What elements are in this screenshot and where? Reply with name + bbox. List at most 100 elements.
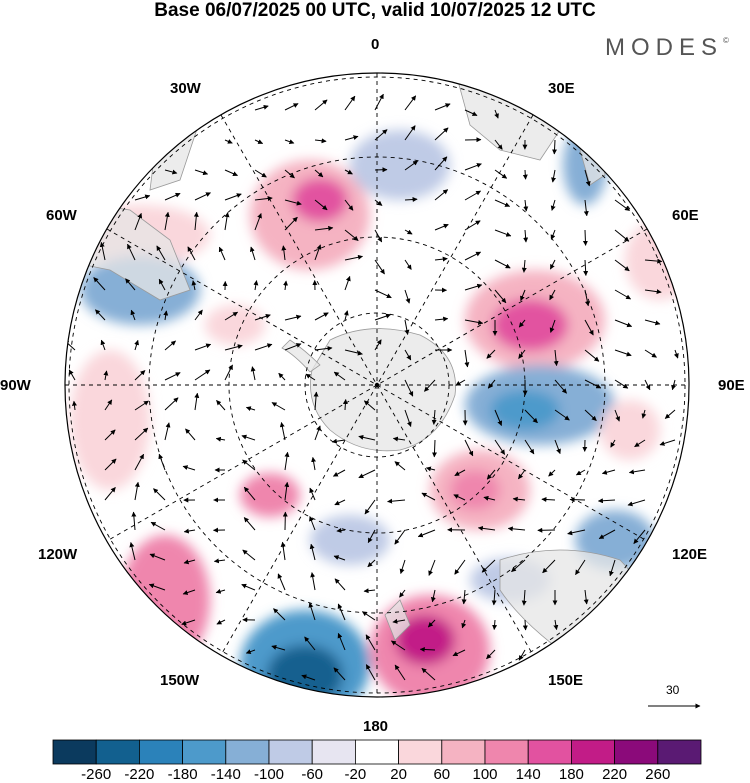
wind-vector xyxy=(365,664,376,681)
wind-vector xyxy=(541,496,556,502)
wind-vector xyxy=(394,529,406,545)
colorbar-label: 260 xyxy=(645,766,671,783)
colorbar-swatch xyxy=(95,739,140,765)
wind-vector xyxy=(582,229,588,246)
wind-vector xyxy=(553,619,559,631)
wind-vector xyxy=(344,95,356,111)
wind-vector xyxy=(494,109,499,119)
colorbar-label: 60 xyxy=(433,766,451,783)
colorbar-swatch xyxy=(311,739,356,765)
wind-vector xyxy=(194,392,200,411)
wind-vector xyxy=(254,139,264,144)
wind-vector xyxy=(464,190,482,201)
wind-vector xyxy=(344,135,359,141)
wind-vectors xyxy=(65,93,679,681)
wind-vector xyxy=(481,559,496,573)
wind-vector xyxy=(334,578,346,591)
wind-vector xyxy=(431,439,437,458)
wind-vector xyxy=(454,559,466,575)
wind-vector xyxy=(104,487,116,501)
wind-vector xyxy=(344,169,353,175)
wind-vector xyxy=(551,169,556,183)
wind-vector xyxy=(492,619,498,630)
wind-vector xyxy=(313,391,319,411)
wind-vector xyxy=(253,280,259,291)
wind-vector xyxy=(213,558,226,564)
wind-vector xyxy=(156,245,166,261)
wind-vector xyxy=(399,589,406,598)
colorbar-label: -220 xyxy=(124,766,155,783)
wind-vector xyxy=(425,466,436,472)
wind-vector xyxy=(664,409,676,419)
wind-vector xyxy=(333,667,346,681)
wind-vector xyxy=(554,439,561,455)
wind-vector xyxy=(584,289,590,307)
wind-vector xyxy=(310,572,316,591)
wind-vector xyxy=(337,603,346,621)
colorbar-swatch xyxy=(138,739,183,765)
wind-vector xyxy=(486,649,496,660)
wind-vector xyxy=(271,402,286,411)
wind-vector xyxy=(431,409,437,425)
wind-vector xyxy=(99,241,106,261)
wind-vector xyxy=(333,555,346,561)
wind-vector xyxy=(364,499,376,515)
wind-vector xyxy=(314,138,327,144)
wind-vector xyxy=(134,212,143,231)
wind-vector xyxy=(521,589,527,606)
wind-vector xyxy=(254,343,273,351)
wind-vector xyxy=(554,379,567,394)
wind-vector xyxy=(127,243,136,261)
wind-vector xyxy=(520,289,526,302)
wind-vector xyxy=(673,349,679,359)
wind-vector xyxy=(614,349,632,357)
colorbar-swatch xyxy=(441,739,486,765)
wind-vector xyxy=(486,469,496,480)
brand-name: MODES xyxy=(605,34,724,61)
wind-vector xyxy=(125,278,136,291)
wind-vector xyxy=(644,319,661,326)
colorbar-label: 220 xyxy=(602,766,628,783)
wind-vector xyxy=(158,453,166,471)
wind-vector xyxy=(193,211,199,231)
wind-vector xyxy=(494,409,503,426)
wind-vector xyxy=(628,469,646,475)
wind-vector xyxy=(404,160,419,171)
wind-vector xyxy=(464,220,481,231)
wind-vector xyxy=(279,422,286,441)
wind-vector xyxy=(100,339,106,351)
wind-vector xyxy=(374,339,382,351)
wind-vector xyxy=(494,169,508,179)
wind-vector xyxy=(194,309,203,321)
wind-vector xyxy=(399,559,406,574)
wind-vector xyxy=(332,469,346,477)
wind-vector xyxy=(164,340,176,351)
wind-vector xyxy=(68,369,76,381)
wind-vector xyxy=(404,229,413,235)
wind-vector xyxy=(334,499,346,506)
wind-vector xyxy=(164,397,179,411)
lon-label-60w: 60W xyxy=(46,207,77,224)
wind-vector xyxy=(183,528,196,534)
wind-vector xyxy=(254,313,271,321)
wind-vector xyxy=(314,312,329,321)
wind-vector xyxy=(216,400,226,411)
wind-vector xyxy=(311,456,317,471)
wind-vector xyxy=(548,469,556,477)
lon-label-30w: 30W xyxy=(170,80,201,97)
wind-vector xyxy=(103,370,109,381)
wind-vector xyxy=(464,349,470,368)
colorbar-swatch xyxy=(614,739,659,765)
lon-label-0: 0 xyxy=(371,36,380,53)
wind-vector xyxy=(284,103,299,111)
wind-vector xyxy=(344,275,351,291)
wind-vector xyxy=(333,371,346,381)
wind-vector xyxy=(163,310,169,321)
wind-vector xyxy=(242,549,256,561)
wind-vector xyxy=(483,495,496,501)
wind-vector xyxy=(598,529,616,540)
wind-vector xyxy=(583,259,589,276)
wind-vector xyxy=(304,636,316,651)
wind-vector xyxy=(305,373,316,381)
wind-vector xyxy=(518,469,526,480)
